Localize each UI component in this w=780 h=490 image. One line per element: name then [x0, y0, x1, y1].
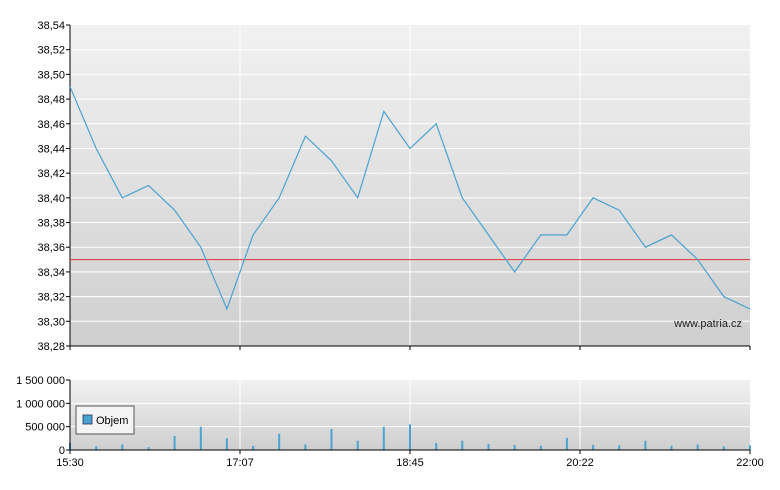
price-y-tick-label: 38,46	[37, 119, 65, 131]
volume-y-tick-label: 500 000	[25, 422, 65, 434]
volume-y-tick-label: 1 500 000	[16, 375, 65, 387]
volume-y-ticks: 1 500 000 1 000 000 500 000 0	[16, 375, 70, 457]
price-y-tick-label: 38,50	[37, 69, 65, 81]
volume-bar	[513, 444, 516, 450]
price-series-line	[69, 86, 751, 311]
volume-bar	[618, 445, 621, 450]
volume-bar	[565, 437, 568, 450]
price-y-ticks: 38,54 38,52 38,50 38,48 38,46 38,44 38,42 38,40…	[37, 20, 70, 353]
volume-bars	[69, 424, 751, 450]
volume-bar	[225, 438, 228, 450]
price-y-tick-label: 38,36	[37, 242, 65, 254]
x-tick-label: 20:22	[566, 457, 594, 469]
price-y-tick-label: 38,40	[37, 193, 65, 205]
price-y-tick-label: 38,48	[37, 94, 65, 106]
volume-bar	[749, 445, 751, 450]
volume-bar	[409, 424, 411, 450]
x-tick-label: 22:00	[736, 457, 764, 469]
volume-y-tick-label: 1 000 000	[16, 398, 65, 410]
volume-bar	[356, 440, 359, 450]
volume-bar	[121, 444, 124, 450]
volume-bar	[278, 433, 281, 450]
legend-swatch	[82, 414, 93, 425]
volume-bar	[252, 445, 255, 450]
price-y-tick-label: 38,32	[37, 292, 65, 304]
volume-bar	[147, 447, 150, 450]
volume-bar	[435, 443, 438, 450]
volume-bar	[487, 443, 490, 450]
volume-bar	[382, 426, 385, 450]
x-tick-label: 18:45	[396, 457, 424, 469]
price-x-tick-marks	[69, 346, 751, 454]
volume-bar	[539, 445, 542, 450]
volume-bar	[696, 444, 699, 450]
volume-bar	[722, 446, 725, 450]
volume-bar	[330, 429, 333, 450]
price-y-tick-label: 38,38	[37, 218, 65, 230]
x-tick-label: 17:07	[226, 457, 254, 469]
volume-bar	[173, 436, 176, 450]
watermark: www.patria.cz	[673, 318, 742, 330]
price-y-tick-label: 38,42	[37, 168, 65, 180]
price-y-tick-label: 38,44	[37, 143, 65, 155]
volume-bar	[461, 440, 464, 450]
legend-label: Objem	[96, 415, 128, 427]
x-axis-labels: 15:30 17:07 18:45 20:22 22:00	[56, 457, 764, 469]
volume-bar	[95, 446, 98, 450]
price-y-tick-label: 38,54	[37, 20, 65, 32]
volume-bar	[670, 445, 673, 450]
price-y-tick-label: 38,28	[37, 341, 65, 353]
volume-legend: Objem	[75, 405, 135, 435]
volume-y-tick-label: 0	[59, 445, 65, 457]
price-y-tick-label: 38,34	[37, 267, 65, 279]
volume-bar	[304, 444, 307, 450]
x-tick-label: 15:30	[56, 457, 84, 469]
volume-bar	[644, 440, 647, 450]
volume-bar	[592, 444, 595, 450]
price-y-tick-label: 38,30	[37, 316, 65, 328]
price-y-tick-label: 38,52	[37, 45, 65, 57]
volume-bar	[199, 426, 202, 450]
